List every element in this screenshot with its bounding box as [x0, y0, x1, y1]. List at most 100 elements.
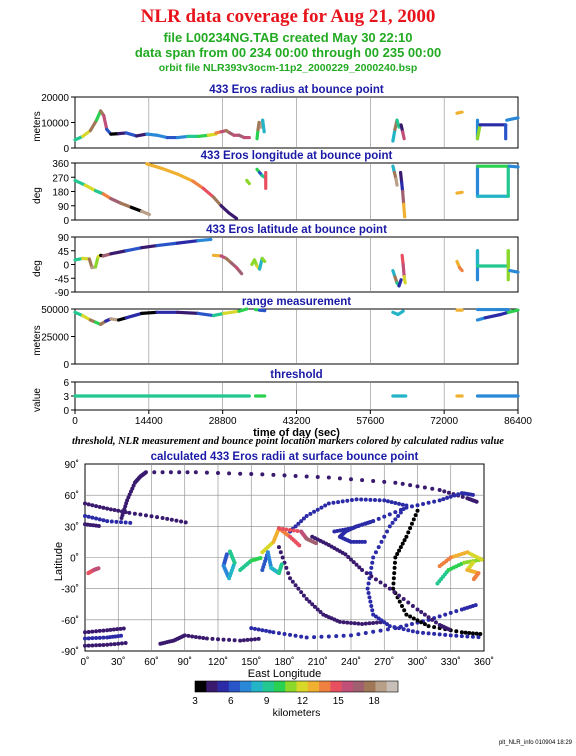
map-point	[400, 481, 405, 486]
map-point	[387, 624, 392, 629]
map-point	[415, 607, 420, 612]
map-point	[127, 510, 132, 515]
map-point	[366, 581, 371, 586]
map-point	[409, 521, 414, 526]
series-line	[73, 178, 87, 187]
series-line	[124, 311, 144, 320]
map-point	[101, 628, 106, 633]
map-point	[369, 574, 374, 579]
map-point	[346, 554, 351, 559]
map-point	[288, 632, 293, 637]
map-point	[185, 470, 190, 475]
series-line	[160, 166, 180, 176]
series-line	[93, 255, 100, 269]
map-point	[128, 520, 133, 525]
map-point	[326, 634, 331, 639]
map-point	[336, 500, 341, 505]
map-point	[90, 503, 95, 508]
map-point	[432, 625, 437, 630]
map-point	[471, 577, 476, 582]
map-point	[282, 632, 287, 637]
map-point	[132, 511, 137, 516]
orbit-file-line: orbit file NLR393v3ocm-11p2_2000229_2000…	[158, 62, 418, 74]
map-point	[193, 634, 198, 639]
map-point	[371, 629, 376, 634]
series-line	[391, 127, 397, 143]
map-point	[249, 472, 254, 477]
y-tick-label: 30˚	[65, 521, 79, 533]
map-point	[356, 621, 361, 626]
map-point	[301, 516, 306, 521]
map-point	[373, 498, 378, 503]
map-point	[404, 612, 409, 617]
map-point	[227, 637, 232, 642]
map-point	[432, 499, 437, 504]
series-line	[245, 178, 251, 186]
file-info-line: file L00234NG.TAB created May 30 22:10	[163, 30, 413, 45]
series-line	[109, 197, 123, 205]
map-point	[446, 490, 451, 495]
map-point	[473, 558, 478, 563]
map-point	[454, 633, 459, 638]
map-point	[123, 510, 128, 515]
series-line	[175, 239, 200, 245]
map-point	[368, 599, 373, 604]
map-point	[216, 637, 220, 642]
x-axis-label: time of day (sec)	[253, 427, 340, 439]
map-point	[390, 520, 395, 525]
map-point	[371, 620, 376, 625]
map-point	[177, 470, 182, 475]
series-line	[109, 249, 128, 256]
map-point	[256, 627, 261, 632]
map-point	[201, 636, 206, 641]
map-point	[193, 470, 198, 475]
map-point	[279, 562, 284, 567]
map-point	[121, 626, 126, 631]
series-line	[102, 113, 109, 132]
map-point	[356, 632, 361, 637]
map-point	[467, 630, 472, 635]
y-tick-label: 50000	[41, 305, 69, 316]
map-point	[118, 626, 123, 631]
colorbar-swatch	[296, 681, 309, 692]
y-tick-label: 0	[63, 406, 69, 417]
map-point	[312, 509, 317, 514]
map-point	[422, 485, 427, 490]
map-point	[293, 583, 298, 588]
map-point	[105, 506, 110, 511]
map-point	[108, 642, 113, 647]
map-point	[478, 632, 483, 637]
map-point	[119, 520, 124, 525]
map-point	[448, 610, 453, 615]
map-point	[415, 618, 420, 623]
y-axis-label: meters	[32, 325, 43, 356]
map-point	[119, 633, 124, 638]
x-tick-label: 0˚	[81, 656, 90, 668]
map-point	[393, 500, 398, 505]
colorbar-swatch	[364, 681, 376, 692]
x-tick-label: 14400	[135, 416, 163, 427]
series-line	[145, 132, 159, 137]
map-point	[288, 576, 293, 581]
map-point	[299, 634, 304, 639]
map-point	[382, 498, 387, 503]
map-point	[371, 555, 376, 560]
map-point	[406, 628, 411, 633]
map-point	[474, 631, 479, 636]
map-point	[411, 616, 416, 621]
y-tick-label: -90˚	[61, 646, 79, 658]
colorbar-swatch	[319, 681, 331, 692]
map-point	[404, 623, 409, 628]
figure-caption: threshold, NLR measurement and bounce po…	[72, 436, 504, 447]
series-line	[196, 133, 210, 139]
map-point	[149, 514, 154, 519]
x-tick-label: 57600	[356, 416, 384, 427]
colorbar-tick-label: 18	[369, 696, 381, 707]
map-point	[315, 507, 320, 512]
map-point	[397, 593, 402, 598]
map-point	[392, 571, 397, 576]
map-point	[362, 539, 367, 544]
map-point	[341, 620, 346, 625]
map-point	[359, 497, 364, 502]
map-point	[114, 519, 119, 524]
